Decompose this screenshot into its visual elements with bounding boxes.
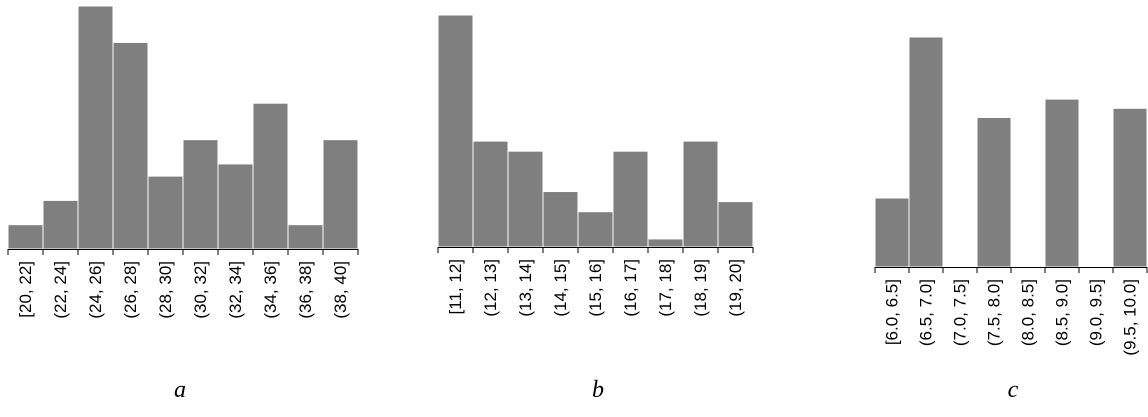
x-tick-label: (15, 16] xyxy=(586,259,605,317)
x-tick-label: (7.0, 7.5] xyxy=(951,279,970,346)
histogram-bar xyxy=(647,238,684,248)
x-tick-label: (7.5, 8.0] xyxy=(985,279,1004,346)
histogram-panel-c: [6.0, 6.5] (6.5, 7.0] (7.0, 7.5] (7.5, 8.0]… xyxy=(874,36,1148,403)
histogram-bar xyxy=(252,102,289,250)
histogram-bar xyxy=(7,224,44,250)
x-tick-label: [11, 12] xyxy=(446,259,465,314)
x-tick-label: (16, 17] xyxy=(621,259,640,317)
x-tick-label: (30, 32] xyxy=(191,261,210,319)
histogram-bar xyxy=(217,163,254,250)
x-tick-label: [6.0, 6.5] xyxy=(883,279,902,345)
histogram-bar xyxy=(182,139,219,250)
x-tick-label: (6.5, 7.0] xyxy=(917,279,936,346)
histogram-bar xyxy=(1044,98,1080,268)
histogram-bar xyxy=(112,41,149,250)
histogram-bar xyxy=(437,14,474,248)
x-tick-label: (28, 30] xyxy=(156,261,175,319)
x-tick-label: (26, 28] xyxy=(121,261,140,319)
histogram-bar xyxy=(472,140,509,248)
x-tick-label: (9.0, 9.5] xyxy=(1087,279,1106,346)
x-tick-label: (9.5, 10.0] xyxy=(1121,279,1140,356)
x-tick-label: (36, 38] xyxy=(296,261,315,319)
x-tick-label: (19, 20] xyxy=(726,259,745,317)
histogram-bar xyxy=(1112,107,1148,268)
histogram-bar xyxy=(908,36,944,268)
x-tick-label: (32, 34] xyxy=(226,261,245,319)
panel-label: b xyxy=(592,377,604,403)
histogram-bar xyxy=(976,117,1012,268)
histogram-bar xyxy=(682,140,719,248)
x-tick-label: (24, 26] xyxy=(86,261,105,319)
histogram-bar xyxy=(322,139,359,250)
x-tick-label: (18, 19] xyxy=(691,259,710,317)
x-tick-label: (17, 18] xyxy=(656,259,675,317)
x-tick-label: [20, 22] xyxy=(16,261,35,318)
x-tick-label: (12, 13] xyxy=(481,259,500,317)
histogram-panel-a: [20, 22] (22, 24] (24, 26] (26, 28] (28, 30]… xyxy=(7,5,359,403)
x-tick-label: (38, 40] xyxy=(331,261,350,319)
x-tick-label: (34, 36] xyxy=(261,261,280,319)
histogram-bar xyxy=(612,150,649,248)
x-tick-label: (22, 24] xyxy=(51,261,70,319)
panel-label: a xyxy=(174,377,186,403)
x-tick-label: (13, 14] xyxy=(516,259,535,317)
histogram-bar xyxy=(77,5,114,250)
histogram-bar xyxy=(577,211,614,248)
histogram-bar xyxy=(507,150,544,248)
x-tick-label: (14, 15] xyxy=(551,259,570,317)
x-tick-label: (8.0, 8.5] xyxy=(1019,279,1038,346)
histogram-bar xyxy=(287,224,324,250)
histogram-bar xyxy=(42,199,79,250)
histogram-bar xyxy=(542,191,579,248)
x-tick-label: (8.5, 9.0] xyxy=(1053,279,1072,346)
histogram-bar xyxy=(147,175,184,250)
histogram-bar xyxy=(717,201,754,248)
histogram-panel-b: [11, 12] (12, 13] (13, 14] (14, 15] (15, 16]… xyxy=(437,14,754,403)
panel-label: c xyxy=(1008,377,1019,403)
histogram-bar xyxy=(874,197,910,268)
